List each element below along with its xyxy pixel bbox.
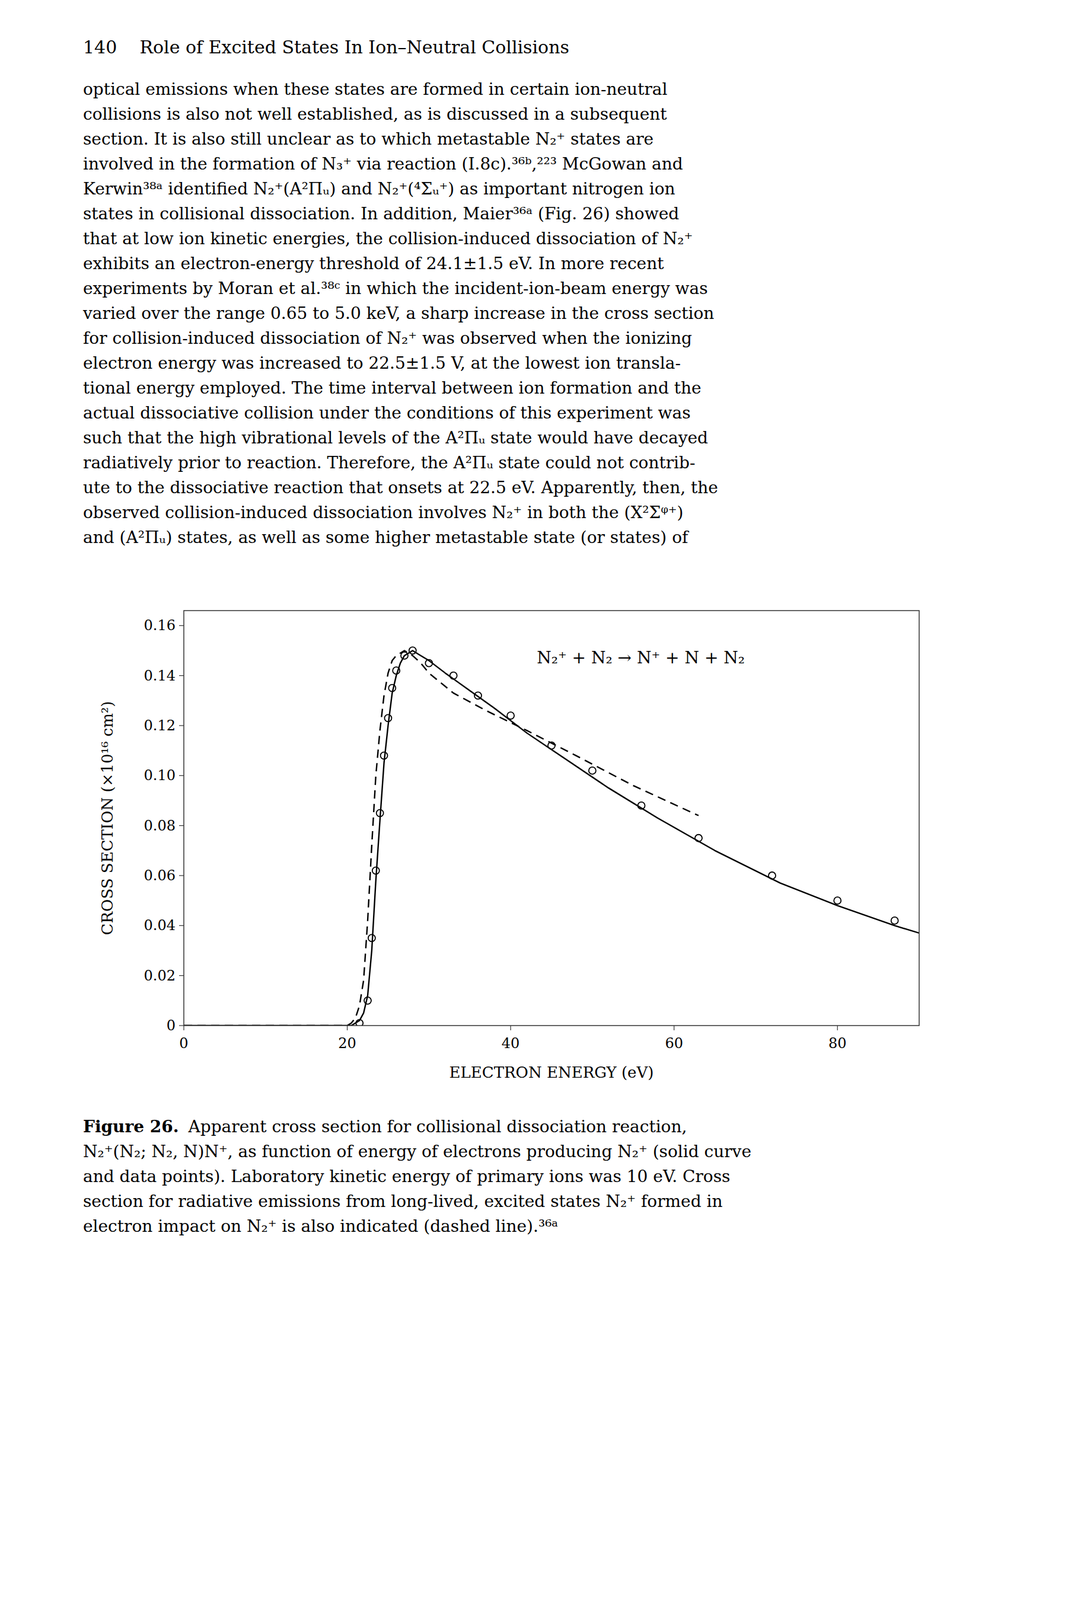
body-text: involved in the formation of N₃⁺ via rea… <box>83 154 684 174</box>
data-point <box>425 660 433 668</box>
body-text: tional energy employed. The time interva… <box>83 378 702 398</box>
y-tick-label: 0.04 <box>144 917 176 934</box>
x-tick-label: 60 <box>664 1035 684 1052</box>
y-tick <box>179 1025 184 1026</box>
data-point <box>392 667 400 675</box>
annotation: N₂⁺ + N₂ → N⁺ + N + N₂ <box>536 648 745 668</box>
body-text: and (A²Πᵤ) states, as well as some highe… <box>83 527 690 548</box>
y-tick-label: 0.06 <box>144 867 176 885</box>
y-tick <box>179 825 184 827</box>
body-text: that at low ion kinetic energies, the co… <box>83 228 693 249</box>
y-tick-label: 0.16 <box>144 617 176 634</box>
plot-frame <box>183 610 920 1026</box>
y-tick-label: 0.12 <box>144 717 176 735</box>
body-text: ute to the dissociative reaction that on… <box>83 477 719 498</box>
x-tick-label: 80 <box>828 1035 847 1052</box>
x-tick <box>346 1025 348 1031</box>
data-point <box>588 767 596 775</box>
body-text: varied over the range 0.65 to 5.0 keV, a… <box>82 303 714 324</box>
data-point <box>368 934 376 942</box>
data-point <box>388 684 396 693</box>
body-text: for collision-induced dissociation of N₂… <box>83 328 693 349</box>
data-point <box>474 692 482 700</box>
x-axis-label: ELECTRON ENERGY (eV) <box>449 1063 655 1082</box>
body-text: actual dissociative collision under the … <box>83 403 691 423</box>
body-text: collisions is also not well established,… <box>83 104 668 124</box>
x-tick-label: 40 <box>501 1035 521 1052</box>
data-point <box>638 802 646 810</box>
y-tick-label: 0.10 <box>144 767 176 784</box>
chart: 0 20 40 60 80 0 0.02 0.04 0.06 0.08 0.10 0.12 0.14 0.… <box>98 610 920 1082</box>
y-tick <box>179 625 184 627</box>
y-tick-label: 0.08 <box>144 817 176 835</box>
page: 140 Role of Excited States In Ion–Neutra… <box>0 0 1068 1600</box>
data-point <box>507 712 515 720</box>
data-point <box>364 997 372 1005</box>
y-tick-label: 0 <box>166 1017 176 1035</box>
y-tick <box>179 975 184 977</box>
data-point <box>891 917 899 925</box>
data-point <box>450 672 458 680</box>
x-tick-label: 0 <box>179 1035 188 1052</box>
data-point <box>409 646 417 655</box>
x-tick <box>183 1025 184 1031</box>
body-text: exhibits an electron-energy threshold of… <box>83 253 665 274</box>
y-tick <box>179 775 184 777</box>
body-text: radiatively prior to reaction. Therefore… <box>83 453 696 473</box>
caption-text: section for radiative emissions from lon… <box>83 1191 723 1212</box>
body-text: experiments by Moran et al.³⁸ᶜ in which … <box>83 278 709 299</box>
x-tick-label: 20 <box>338 1035 357 1052</box>
body-text: states in collisional dissociation. In a… <box>83 203 679 224</box>
data-point <box>547 742 556 750</box>
body-text: such that the high vibrational levels of… <box>83 428 709 448</box>
x-tick <box>673 1025 675 1031</box>
data-point <box>355 1019 363 1026</box>
data-point <box>768 872 776 880</box>
caption-text: and data points). Laboratory kinetic ene… <box>83 1167 730 1187</box>
data-point <box>695 834 703 843</box>
y-tick <box>179 925 184 927</box>
caption-text: Apparent cross section for collisional d… <box>187 1117 687 1137</box>
body-text: Kerwin³⁸ᵃ identified N₂⁺(A²Πᵤ) and N₂⁺(⁴… <box>83 179 676 199</box>
y-axis-label: CROSS SECTION (×10¹⁶ cm²) <box>98 701 117 936</box>
y-tick-label: 0.02 <box>144 967 176 985</box>
caption-text: N₂⁺(N₂; N₂, N)N⁺, as function of energy … <box>83 1142 752 1162</box>
y-tick-label: 0.14 <box>144 667 176 685</box>
data-point <box>384 714 392 722</box>
data-point <box>833 897 841 905</box>
data-point <box>400 652 408 660</box>
curve <box>183 650 920 1026</box>
curve <box>183 650 699 1026</box>
data-point <box>372 867 380 875</box>
body-text: section. It is also still unclear as to … <box>83 129 654 149</box>
body-text: electron energy was increased to 22.5±1.… <box>83 353 681 373</box>
y-tick <box>179 675 184 677</box>
y-tick <box>179 725 184 726</box>
data-point <box>376 810 384 818</box>
caption-line: Figure 26. Apparent cross section for col… <box>83 1117 687 1137</box>
x-tick <box>510 1025 512 1031</box>
data-point <box>380 752 388 760</box>
body-text: observed collision-induced dissociation … <box>83 502 684 523</box>
caption-label: Figure 26. <box>83 1117 179 1137</box>
body-text: optical emissions when these states are … <box>83 79 668 100</box>
caption-text: electron impact on N₂⁺ is also indicated… <box>83 1216 559 1237</box>
y-tick <box>179 875 184 876</box>
plot-data <box>183 646 920 1026</box>
x-tick <box>837 1025 838 1031</box>
page-header: 140 Role of Excited States In Ion–Neutra… <box>83 36 570 58</box>
